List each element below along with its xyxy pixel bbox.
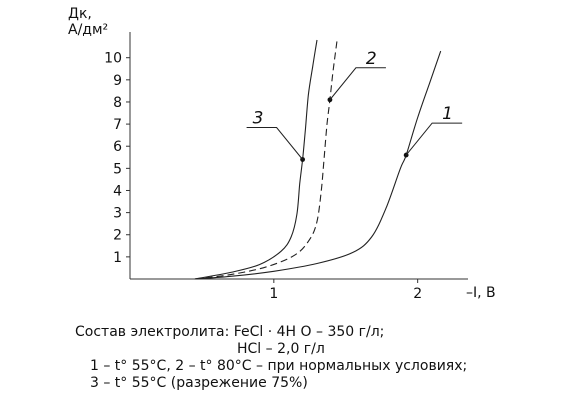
y-tick-label-5: 5 xyxy=(113,161,122,177)
leader-curve-1 xyxy=(405,122,463,156)
polarization-chart: 1 2 3 4 5 6 7 8 9 10 1 2 1 2 3 xyxy=(104,32,468,302)
y-tick-label-4: 4 xyxy=(113,183,122,199)
y-tick-label-7: 7 xyxy=(113,117,122,133)
y-axis-label-line2: А/дм² xyxy=(68,22,109,38)
x-tick-label-1: 1 xyxy=(269,286,278,302)
curve-1 xyxy=(194,50,442,280)
y-tick-label-2: 2 xyxy=(113,228,122,244)
leader-curve-3 xyxy=(246,127,303,160)
leader-curve-2 xyxy=(329,67,386,101)
curve-3 xyxy=(194,39,318,280)
curve-label-2: 2 xyxy=(366,49,377,69)
curve-2 xyxy=(194,39,338,280)
caption-conditions-1-2: 1 – t° 55°C, 2 – t° 80°C – при нормальны… xyxy=(90,358,468,374)
y-tick-label-10: 10 xyxy=(104,51,122,67)
y-tick-label-1: 1 xyxy=(113,250,122,266)
x-tick-label-2: 2 xyxy=(413,286,422,302)
y-axis-label-line1: Дк, xyxy=(68,6,92,22)
curve-label-3: 3 xyxy=(253,109,264,129)
curve-label-1: 1 xyxy=(442,104,453,124)
y-tick-label-8: 8 xyxy=(113,95,122,111)
caption-composition: Состав электролита: FeCl · 4H O – 350 г/… xyxy=(75,324,385,340)
caption-hcl: HCl – 2,0 г/л xyxy=(237,341,325,357)
y-tick-label-6: 6 xyxy=(113,139,122,155)
caption-condition-3: 3 – t° 55°C (разрежение 75%) xyxy=(90,375,308,391)
y-tick-label-3: 3 xyxy=(113,206,122,222)
y-tick-label-9: 9 xyxy=(113,73,122,89)
x-axis-label: –I, В xyxy=(466,285,496,301)
